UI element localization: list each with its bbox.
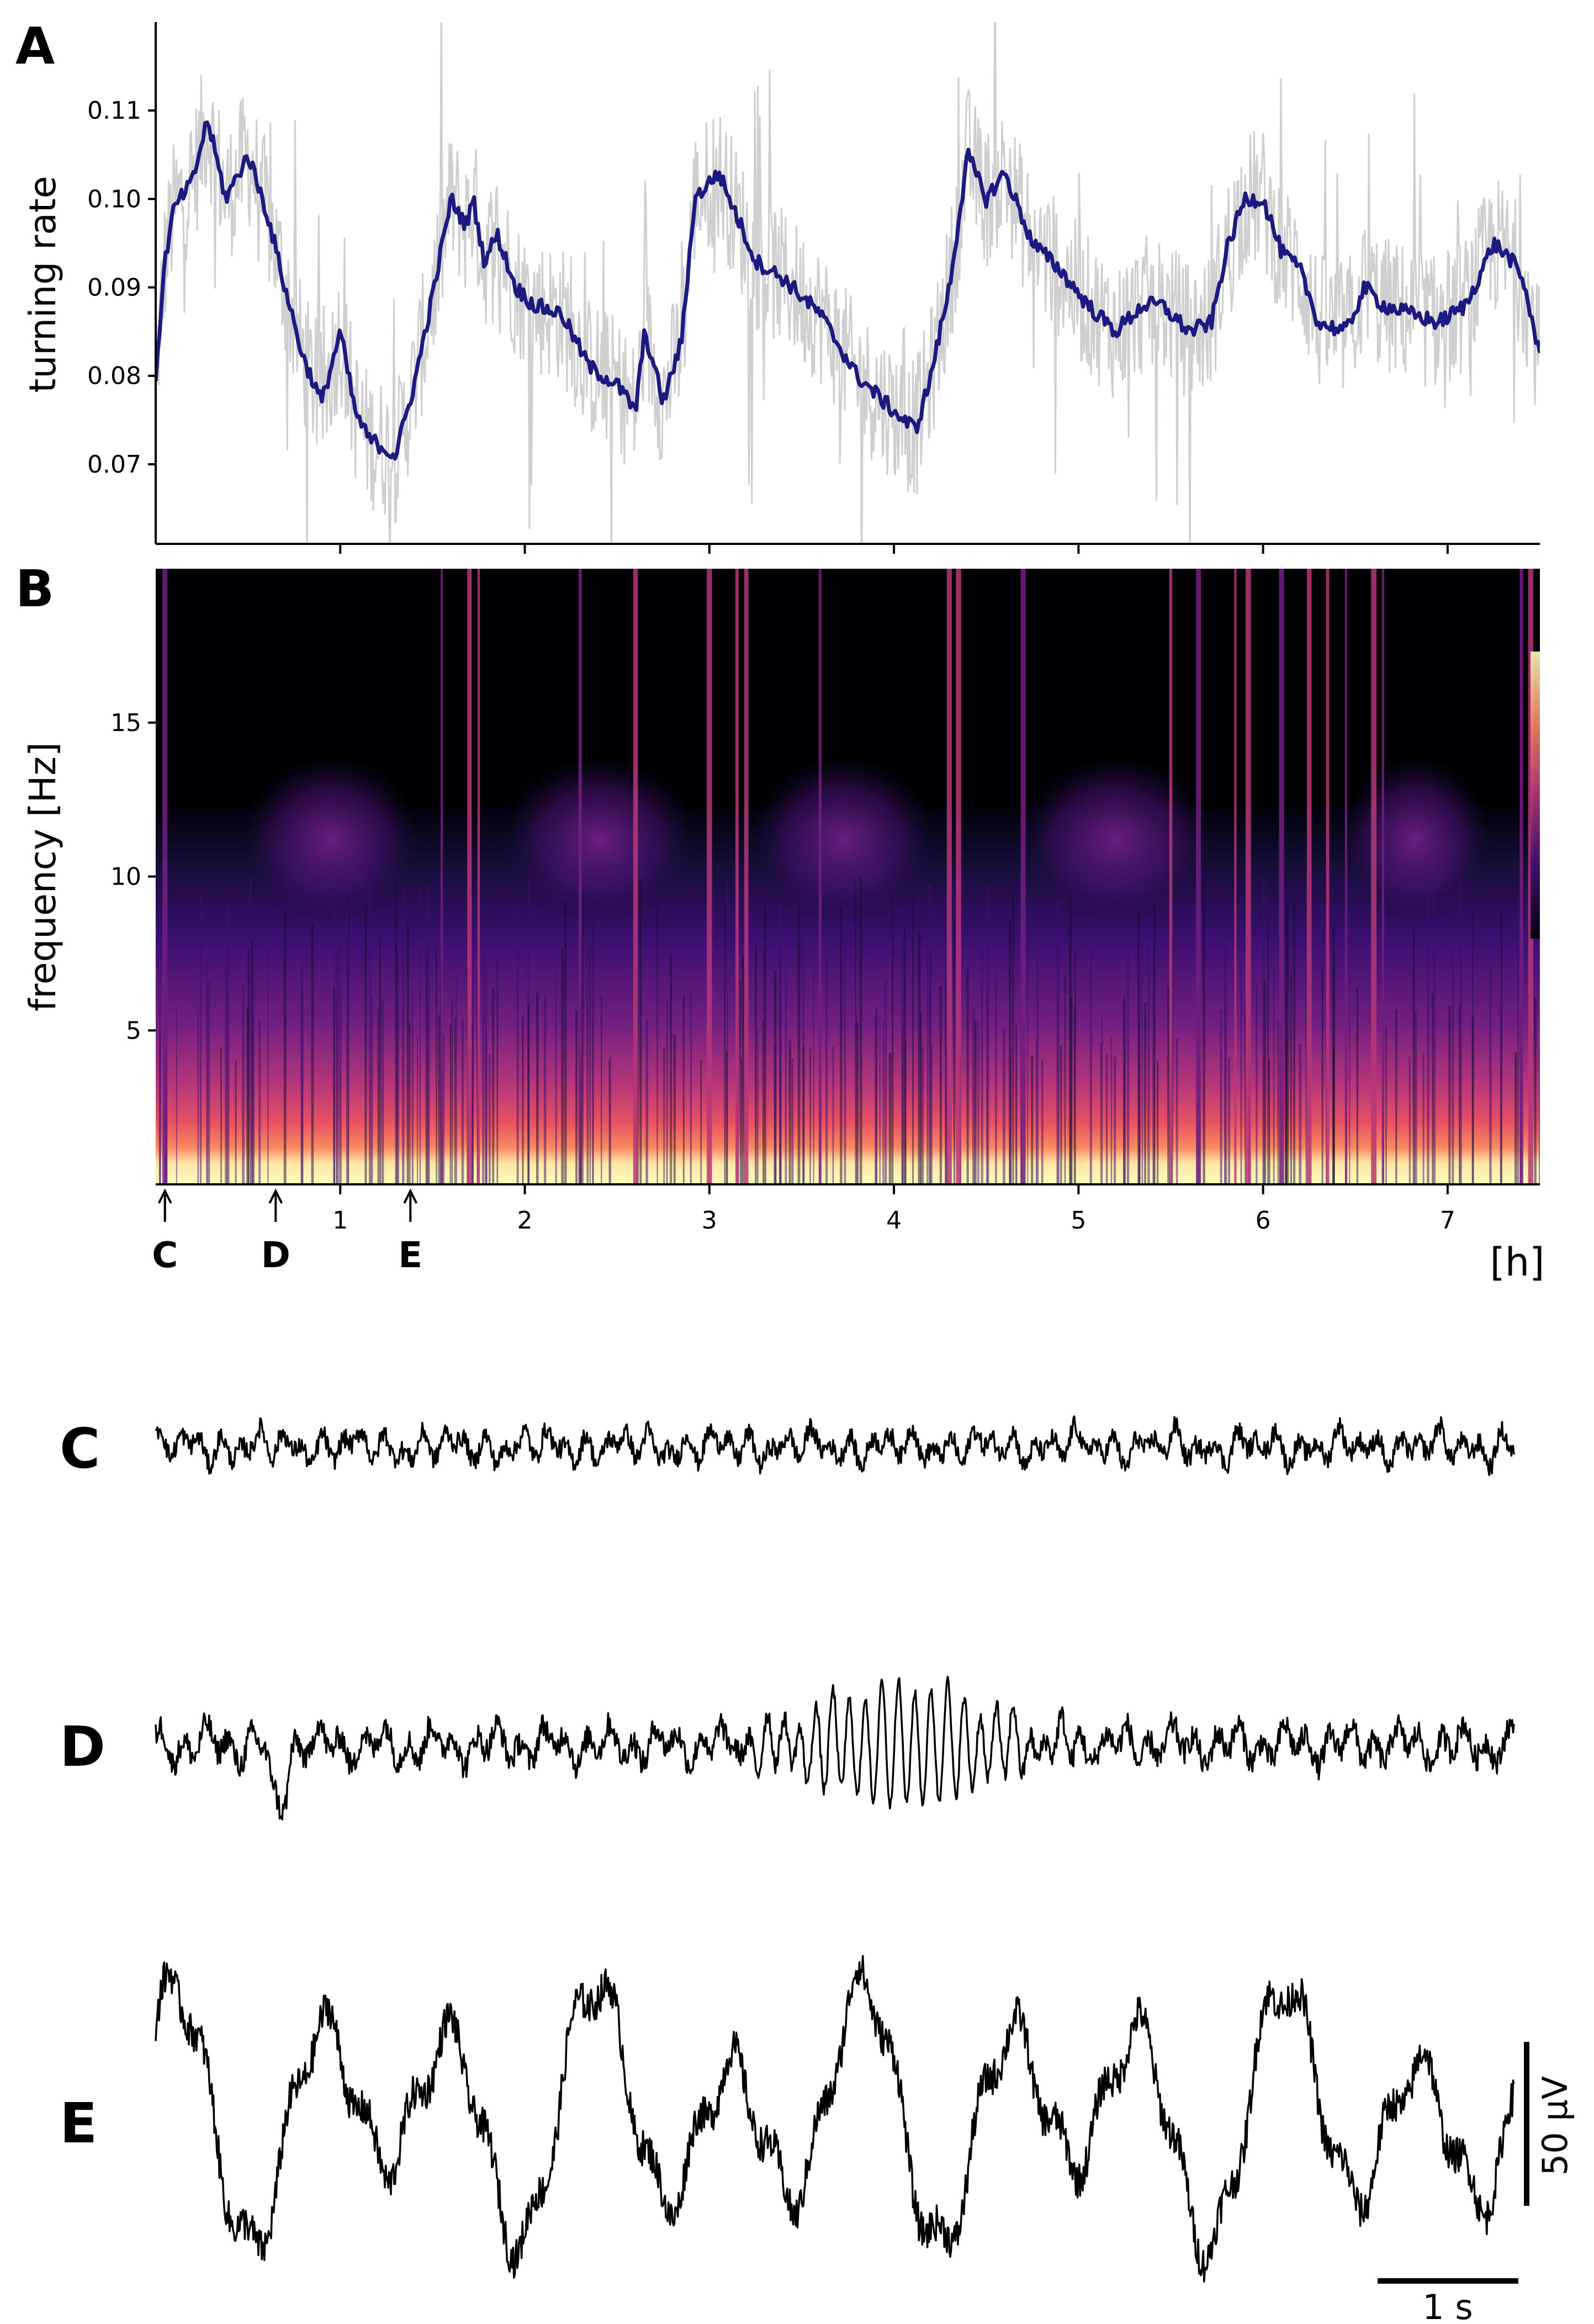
turning-rate-chart: 0.07 0.08 0.09 0.10 0.11 turning rate — [22, 22, 1540, 554]
eeg-traces — [155, 1415, 1515, 2283]
marker-arrowhead — [268, 1188, 283, 1204]
a-y-axis-title: turning rate — [22, 176, 64, 393]
eeg-trace-e — [155, 1955, 1515, 2283]
marker-label: D — [261, 1235, 290, 1276]
eeg-trace-c — [155, 1415, 1515, 1476]
b-x-tick-label: 4 — [886, 1206, 902, 1235]
alpha-band-patch — [499, 755, 698, 924]
a-y-tick-label: 0.07 — [87, 451, 141, 479]
marker-label: C — [152, 1235, 178, 1276]
alpha-band-patch — [1338, 755, 1492, 924]
alpha-band-patch — [240, 755, 422, 924]
panel-label-a: A — [15, 17, 55, 76]
b-x-tick-label: 5 — [1071, 1206, 1086, 1235]
b-y-tick-label: 5 — [126, 1017, 141, 1045]
time-scalebar-label: 1 s — [1422, 2287, 1473, 2324]
b-x-tick-label: 1 — [332, 1206, 348, 1235]
marker-arrowhead — [157, 1188, 172, 1204]
b-x-tick-label: 2 — [517, 1206, 533, 1235]
a-y-tick-label: 0.08 — [87, 362, 141, 390]
panel-label-b: B — [15, 559, 54, 618]
b-x-tick-label: 7 — [1440, 1206, 1455, 1235]
b-x-tick-label: 6 — [1256, 1206, 1271, 1235]
b-y-tick-label: 15 — [110, 709, 141, 737]
spectrogram: 5 10 15 1 2 3 4 5 6 7 C D E frequency [Hz] [h] — [22, 569, 1544, 1285]
amplitude-scalebar-label: 50 µV — [1535, 2076, 1575, 2175]
b-y-axis-title: frequency [Hz] — [22, 742, 64, 1012]
scalebars: 50 µV 1 s — [1378, 2042, 1575, 2324]
panel-label-c: C — [60, 1416, 100, 1481]
b-x-unit-label: [h] — [1490, 1240, 1545, 1285]
panel-label-e: E — [60, 2091, 97, 2156]
marker-label: E — [398, 1235, 422, 1276]
spectrogram-colorbar — [1531, 652, 1540, 939]
b-x-tick-label: 3 — [702, 1206, 717, 1235]
panel-label-d: D — [60, 1714, 105, 1779]
a-y-tick-label: 0.09 — [87, 274, 141, 302]
alpha-band-patch — [1015, 755, 1215, 924]
marker-arrowhead — [403, 1188, 418, 1204]
a-y-tick-label: 0.10 — [87, 185, 141, 213]
raw-turning-rate-line — [156, 22, 1540, 544]
eeg-trace-d — [155, 1676, 1515, 1820]
b-y-tick-label: 10 — [110, 863, 141, 891]
a-y-tick-label: 0.11 — [87, 97, 141, 125]
smoothed-turning-rate-line — [156, 120, 1540, 461]
alpha-band-patch — [748, 755, 939, 924]
